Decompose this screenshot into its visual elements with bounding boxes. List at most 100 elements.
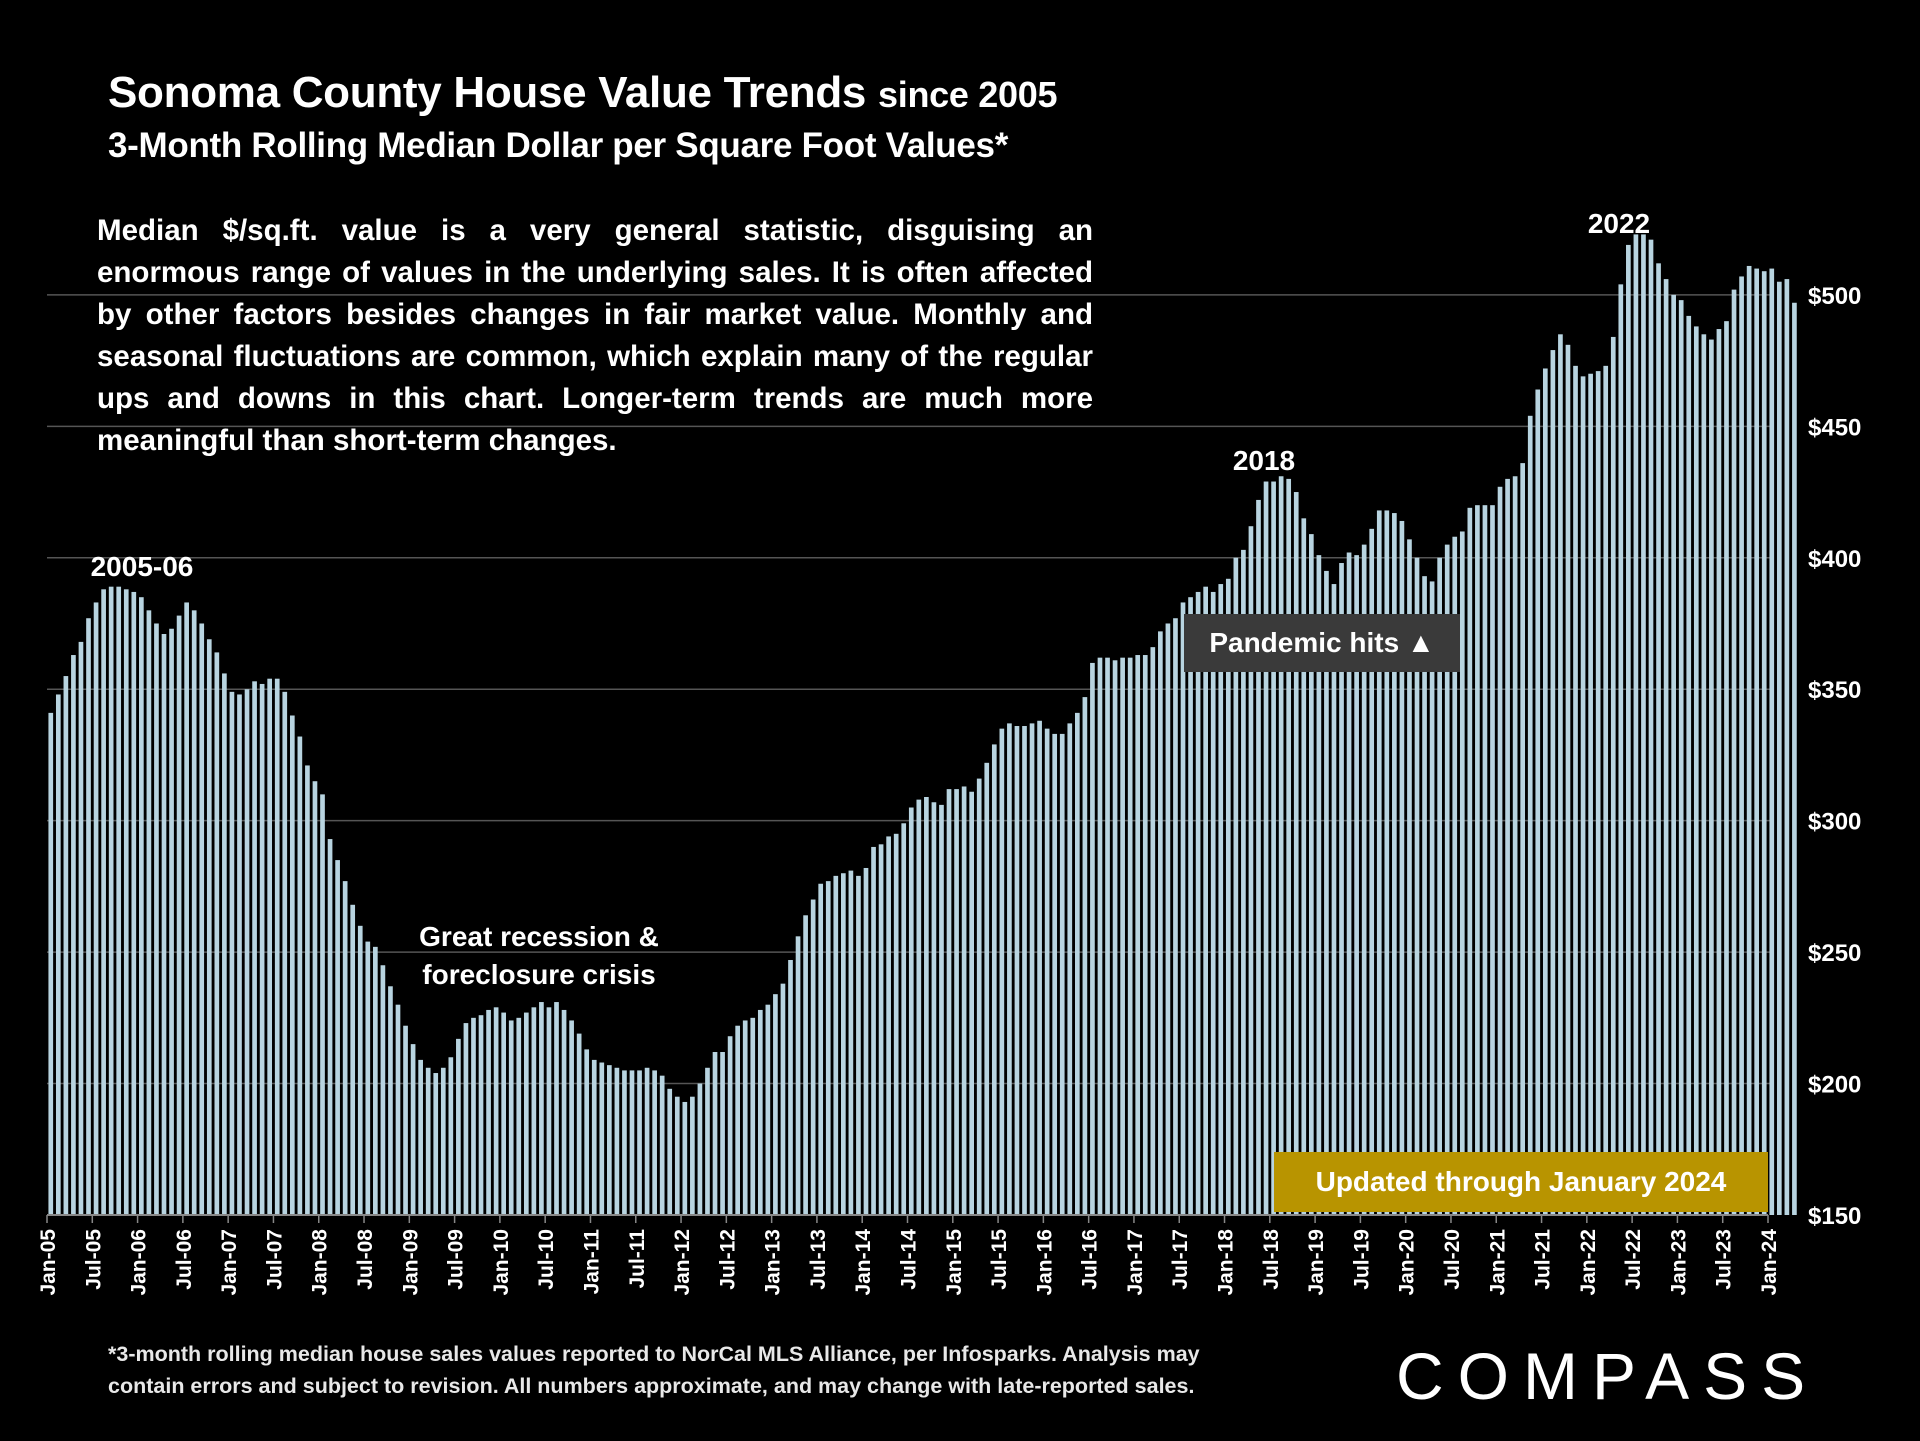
bar (674, 1096, 680, 1215)
bar (969, 791, 975, 1215)
bar (418, 1059, 423, 1215)
bar (1746, 265, 1752, 1215)
x-tick-label: Jan-08 (309, 1229, 332, 1296)
bar (1022, 726, 1027, 1215)
bar (516, 1017, 522, 1215)
bar (1618, 284, 1624, 1215)
x-tick-label: Jul-22 (1622, 1229, 1645, 1290)
x-tick-label: Jul-09 (445, 1229, 468, 1290)
bar (1792, 302, 1797, 1215)
bar (131, 591, 137, 1215)
x-tick-label: Jul-10 (535, 1229, 558, 1290)
bar (924, 796, 929, 1215)
bar (1316, 555, 1322, 1215)
bar (282, 691, 288, 1215)
bar (720, 1052, 725, 1215)
bar (833, 875, 839, 1215)
bar (184, 602, 189, 1215)
bar (1475, 505, 1480, 1215)
bar (742, 1020, 748, 1215)
bar (1784, 279, 1790, 1215)
bar (1369, 528, 1375, 1215)
bar (795, 936, 801, 1215)
bar (289, 715, 295, 1215)
bar (1482, 505, 1488, 1215)
y-tick-label: $150 (1808, 1203, 1861, 1230)
bar (1241, 549, 1246, 1215)
x-tick-label: Jul-21 (1532, 1229, 1555, 1290)
bar (1376, 510, 1382, 1215)
x-tick-label: Jul-13 (807, 1229, 830, 1290)
bar (1693, 326, 1699, 1216)
bar (1776, 281, 1782, 1215)
bar (425, 1067, 431, 1215)
bar (1497, 486, 1503, 1215)
bar (765, 1004, 771, 1215)
bar (1248, 526, 1254, 1215)
bar (1097, 657, 1103, 1215)
bar (569, 1020, 574, 1215)
x-tick-label: Jul-23 (1713, 1229, 1736, 1290)
y-tick-label: $300 (1808, 809, 1861, 836)
x-tick-label: Jan-13 (762, 1229, 785, 1296)
bar (690, 1096, 695, 1215)
bar (856, 875, 861, 1215)
bar (705, 1067, 710, 1215)
bar (954, 789, 959, 1215)
bar (1399, 520, 1405, 1215)
bar (629, 1070, 635, 1215)
bar (252, 681, 257, 1215)
bar (139, 597, 144, 1215)
bar (1195, 591, 1201, 1215)
bar (810, 899, 816, 1215)
x-tick-label: Jan-16 (1033, 1229, 1056, 1296)
x-tick-label: Jul-16 (1079, 1229, 1102, 1290)
bar (297, 736, 303, 1215)
bar (1761, 271, 1767, 1215)
bar (388, 986, 393, 1215)
bar (1142, 655, 1148, 1215)
bar (1648, 239, 1654, 1215)
bar (1278, 476, 1284, 1216)
bar (403, 1025, 408, 1215)
updated-badge: Updated through January 2024 (1274, 1152, 1768, 1212)
bar (931, 802, 937, 1215)
x-tick-label: Jan-18 (1215, 1229, 1238, 1296)
bar (78, 641, 84, 1215)
x-tick-label: Jan-12 (671, 1229, 694, 1296)
x-tick-label: Jan-17 (1124, 1229, 1147, 1296)
bar (1384, 510, 1390, 1215)
bar (373, 946, 378, 1215)
bar (320, 794, 325, 1215)
x-tick-label: Jan-22 (1577, 1229, 1600, 1296)
bar (1324, 570, 1329, 1215)
bar (1429, 581, 1435, 1215)
bar (448, 1057, 454, 1215)
bar (1059, 733, 1065, 1215)
bar (93, 602, 99, 1215)
bar (214, 652, 220, 1215)
bar (1444, 544, 1450, 1215)
x-tick-label: Jul-19 (1350, 1229, 1373, 1290)
bar (1029, 723, 1035, 1215)
bar (1120, 657, 1125, 1215)
bar (146, 610, 152, 1215)
x-tick-label: Jan-14 (852, 1229, 875, 1296)
bar (825, 881, 831, 1215)
bar (1203, 586, 1208, 1215)
bar (1595, 371, 1601, 1215)
x-tick-label: Jul-20 (1441, 1229, 1464, 1290)
bar (1437, 557, 1442, 1215)
bar (1127, 657, 1133, 1215)
bar (659, 1075, 665, 1215)
bar (591, 1059, 597, 1215)
bar (539, 1002, 544, 1215)
bar (1014, 726, 1020, 1215)
bar (486, 1009, 491, 1215)
bar (554, 1002, 559, 1215)
bar (259, 683, 265, 1215)
bar (886, 836, 891, 1215)
y-tick-label: $400 (1808, 546, 1861, 573)
bar (1626, 244, 1631, 1215)
